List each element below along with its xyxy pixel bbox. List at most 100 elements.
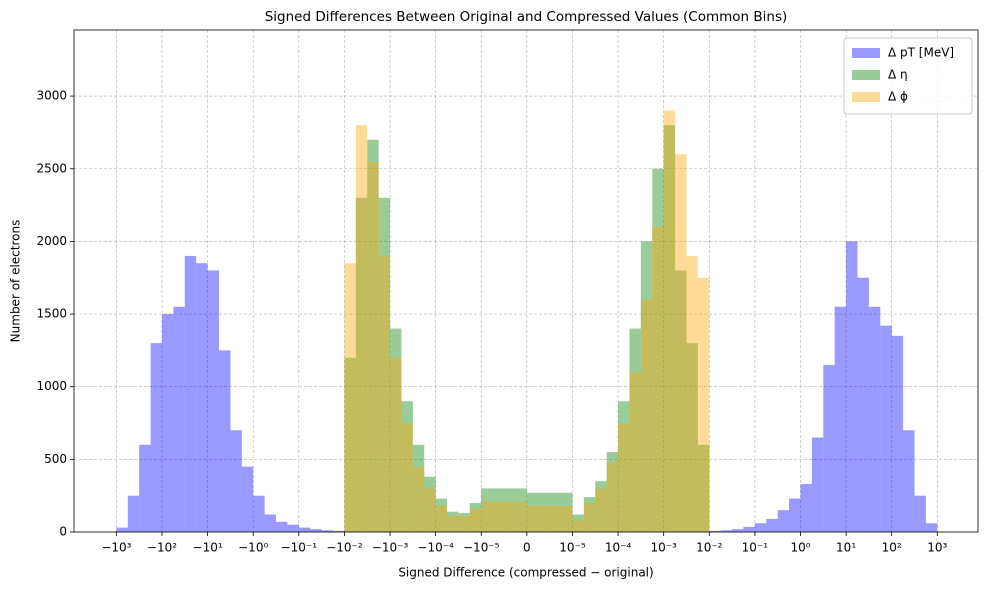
bar [367,161,379,533]
legend-label: Δ pT [MeV] [888,46,954,60]
bar [880,325,892,532]
x-tick-label: 10⁻¹ [742,541,769,555]
bar [663,125,676,533]
bar [595,481,607,532]
x-tick-label: −10⁻² [326,541,363,555]
x-tick-label: 10¹ [836,541,856,555]
x-tick-label: 10⁻⁵ [559,541,586,555]
bar [150,343,162,532]
x-tick-label: −10¹ [193,541,223,555]
bar [196,263,208,532]
y-tick-label: 1000 [36,379,67,393]
bar [606,462,619,532]
x-tick-label: −10⁻⁴ [417,541,454,555]
bar [800,484,812,532]
x-tick-label: −10⁰ [238,541,268,555]
bar [241,466,254,532]
bar [298,527,311,532]
bar [219,350,231,532]
bar [572,520,584,532]
bar [640,241,653,532]
bar [355,125,368,533]
bar [652,226,664,532]
y-tick-label: 500 [44,452,67,466]
bar [447,511,459,532]
bar [697,444,710,532]
bar [640,299,653,532]
bar [447,516,459,532]
bar [857,277,869,532]
bar [903,430,915,532]
bar [458,513,470,532]
bar [412,444,425,532]
bar [230,430,242,532]
bar [754,523,767,532]
bar [367,139,379,533]
legend-swatch [852,48,880,58]
bar [424,476,436,532]
x-tick-label: 10³ [927,541,947,555]
bar [697,277,710,532]
bar [435,498,448,532]
x-tick-label: 10⁻³ [650,541,677,555]
bar [732,529,744,532]
bar [709,530,721,532]
x-tick-label: −10⁻³ [372,541,409,555]
plot-frame [73,29,979,533]
bar [675,154,687,533]
x-tick-label: −10⁻⁵ [463,541,500,555]
bar [207,270,220,532]
bar [720,530,733,532]
bar [424,488,436,532]
bar [789,498,801,532]
bar [469,508,482,532]
bar [766,518,778,532]
y-tick-label: 1500 [36,307,67,321]
x-axis-label: Signed Difference (compressed − original… [398,566,653,580]
bar [572,514,584,532]
x-tick-label: 10² [882,541,902,555]
bar [846,241,858,532]
bar [390,328,402,532]
bar [618,423,630,532]
bar [184,255,197,532]
legend: Δ pT [MeV] Δ η Δ ϕ [843,37,973,115]
bar [333,530,345,532]
bar [401,423,413,532]
y-axis-label: Number of electrons [9,220,23,343]
bar [481,488,527,532]
bar [264,514,277,532]
bar [344,263,356,532]
bar [686,255,698,532]
bar [618,401,630,532]
bar [253,495,265,532]
bar [310,529,322,532]
bar [834,306,847,532]
bar [743,526,755,532]
bar [469,502,482,532]
bar [595,488,607,532]
x-tick-label: 0 [523,541,531,555]
bar [161,314,174,532]
bar [777,510,790,532]
x-tick-label: −10² [147,541,177,555]
x-tick-label: 10⁻⁴ [605,541,632,555]
legend-label: Δ η [888,68,908,82]
x-tick-label: 10⁰ [790,541,810,555]
bar [378,197,391,532]
bar [276,521,288,532]
bar [526,505,573,532]
bar [287,524,299,532]
bar [378,255,391,532]
bar [663,110,676,533]
bar [925,523,938,532]
y-tick-label: 2500 [36,161,67,175]
y-tick-label: 3000 [36,89,67,103]
legend-swatch [852,70,880,80]
bar [355,197,368,532]
bar [481,501,527,532]
x-tick-label: 10⁻² [696,541,723,555]
bar [583,497,596,532]
y-tick-label: 2000 [36,234,67,248]
legend-swatch [852,92,880,102]
